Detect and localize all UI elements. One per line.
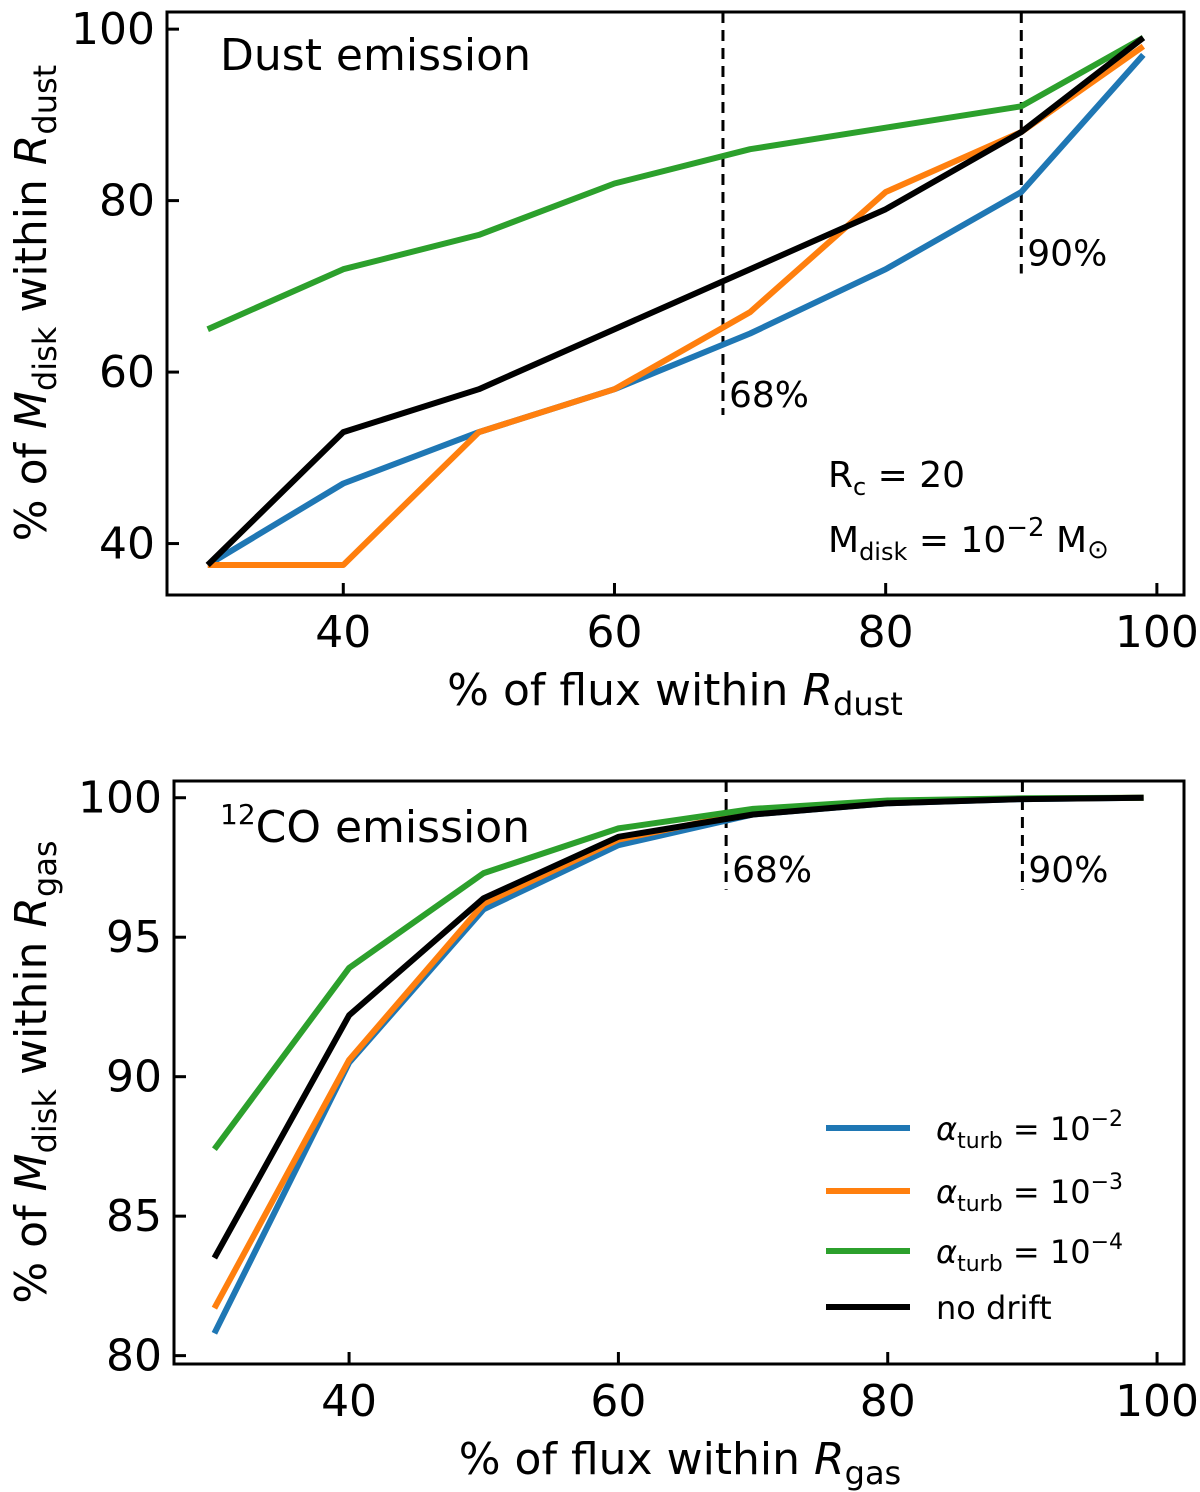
co-plot-area: 68% 90% 40 60 80 100 80 85 90 95 100 [78,773,1199,1427]
legend-entry: αturb = 10−4 [826,1230,1123,1277]
co-series-line-3 [211,794,1144,1260]
co-x-axis-label: % of flux within Rgas [459,1434,901,1492]
co-vline-label-90pct: 90% [1028,850,1108,891]
co-x-tick-label: 80 [860,1376,916,1427]
dust-panel-title: Dust emission [220,30,531,81]
co-series-group [211,794,1144,1335]
co-axes-frame [172,779,1186,1366]
dust-vline-label-90pct: 90% [1027,233,1107,274]
dust-emission-panel: 68% 90% 40 60 80 100 40 60 80 100 Dust emission R… [6,4,1199,723]
legend-entry: αturb = 10−3 [826,1170,1123,1217]
legend-entry: no drift [826,1289,1052,1327]
dust-series-group [205,35,1146,568]
dust-plot-area: 68% 90% 40 60 80 100 40 60 80 100 [71,4,1199,658]
dust-series-line-1 [207,43,1146,568]
legend-label-alpha-3: αturb = 10−3 [936,1170,1123,1217]
legend: αturb = 10−2 αturb = 10−3 αturb = 10−4 n… [826,1107,1123,1327]
dust-series-line-2 [206,35,1145,332]
co-emission-panel: 68% 90% 40 60 80 100 80 85 90 95 100 12CO emission… [6,773,1199,1492]
dust-y-axis-label: % of Mdisk within Rdust [6,65,64,541]
dust-x-tick-label: 60 [586,607,642,658]
co-y-axis-label: % of Mdisk within Rgas [6,840,64,1303]
dust-x-tick-label: 80 [858,607,914,658]
dust-vline-label-68pct: 68% [729,375,809,416]
dust-y-tick-label: 40 [99,519,155,570]
dust-x-tick-label: 100 [1115,607,1199,658]
legend-label-no-drift: no drift [936,1289,1052,1327]
co-vline-label-68pct: 68% [732,850,812,891]
dust-x-tick-label: 40 [315,607,371,658]
co-x-tick-label: 100 [1115,1376,1199,1427]
dust-y-tick-label: 60 [99,347,155,398]
co-y-tick-label: 85 [106,1191,162,1242]
co-y-tick-label: 80 [106,1331,162,1382]
co-y-tick-label: 100 [78,773,162,824]
dust-y-tick-label: 100 [71,4,155,55]
legend-entry: αturb = 10−2 [826,1107,1123,1154]
dust-x-axis-label: % of flux within Rdust [447,665,903,723]
dust-y-tick-label: 80 [99,176,155,227]
co-y-tick-label: 95 [106,912,162,963]
co-x-tick-label: 40 [321,1376,377,1427]
dust-series-line-0 [206,52,1146,568]
rc-annotation: Rc = 20 [828,455,965,501]
dust-axes-frame [165,10,1186,597]
co-x-tick-label: 60 [590,1376,646,1427]
legend-label-alpha-4: αturb = 10−4 [936,1230,1123,1277]
mdisk-annotation: Mdisk = 10−2 M⊙ [828,513,1109,566]
co-panel-title: 12CO emission [220,798,530,853]
dust-series-line-3 [205,35,1146,568]
legend-label-alpha-2: αturb = 10−2 [936,1107,1123,1154]
co-series-line-1 [211,794,1144,1310]
co-y-tick-label: 90 [106,1052,162,1103]
